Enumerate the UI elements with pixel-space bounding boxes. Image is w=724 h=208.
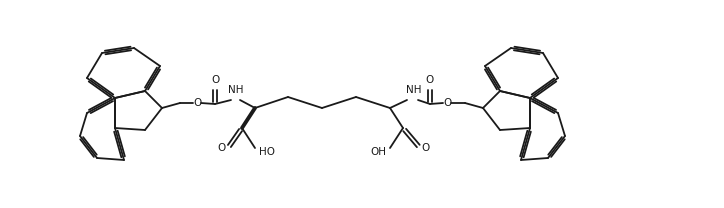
- Text: O: O: [422, 143, 430, 153]
- Text: O: O: [211, 75, 219, 85]
- Text: HO: HO: [259, 147, 275, 157]
- Text: NH: NH: [228, 85, 244, 95]
- Text: O: O: [443, 98, 451, 108]
- Text: O: O: [426, 75, 434, 85]
- Text: O: O: [193, 98, 201, 108]
- Text: NH: NH: [406, 85, 422, 95]
- Text: O: O: [218, 143, 226, 153]
- Text: OH: OH: [370, 147, 386, 157]
